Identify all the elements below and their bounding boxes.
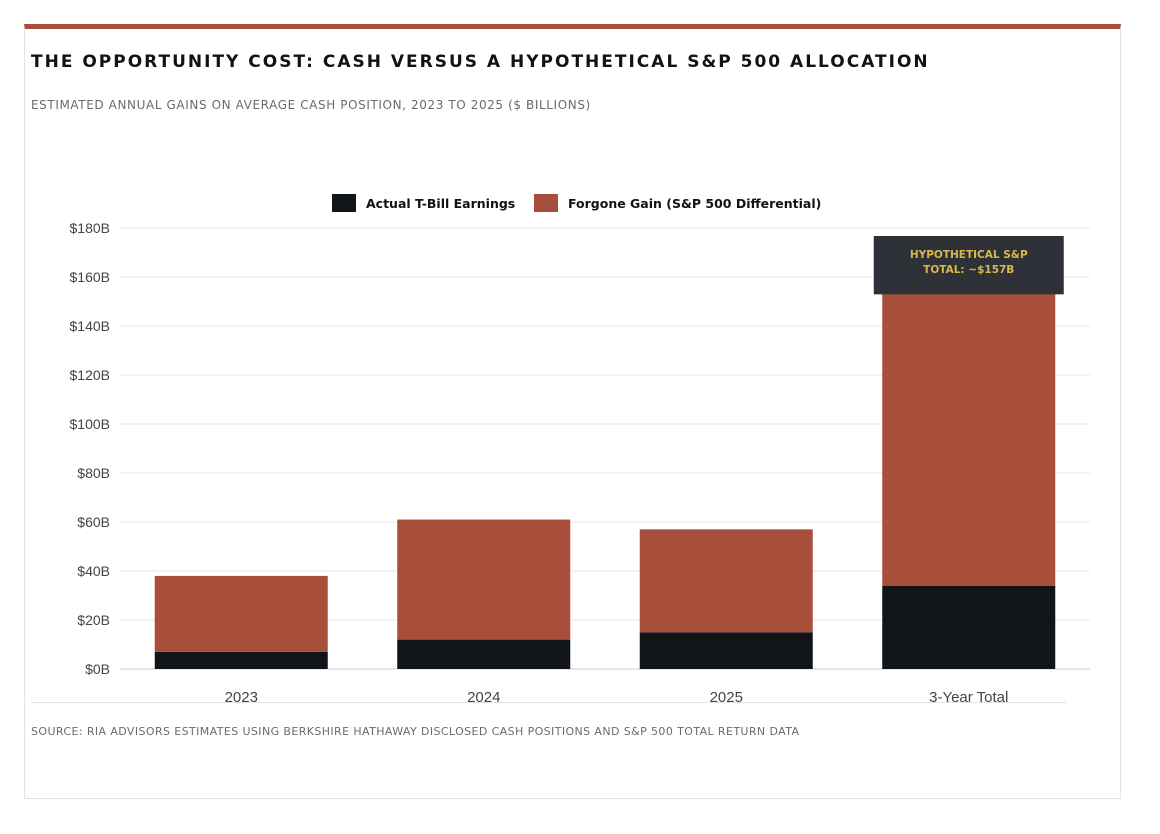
footer-divider: [31, 702, 1066, 703]
y-tick-label: $40B: [77, 563, 110, 579]
x-axis: 2023 2024 2025 3-Year Total: [225, 689, 1009, 706]
legend-swatch: [534, 194, 558, 212]
y-tick-label: $80B: [77, 465, 110, 481]
annotation-label: TOTAL: ~$157B: [923, 264, 1014, 276]
x-tick-label: 2023: [225, 689, 258, 706]
y-tick-label: $120B: [70, 367, 110, 383]
bar-forgone-0: [155, 576, 328, 652]
bar-forgone-3: [882, 284, 1055, 585]
bar-tbill-3: [882, 586, 1055, 669]
annotation: HYPOTHETICAL S&P TOTAL: ~$157B: [874, 236, 1064, 294]
x-tick-label: 2024: [467, 689, 500, 706]
bar-tbill-2: [640, 632, 813, 669]
legend-swatch: [332, 194, 356, 212]
bar-forgone-2: [640, 529, 813, 632]
bar-group: [155, 284, 1056, 669]
bar-tbill-0: [155, 652, 328, 669]
y-tick-label: $20B: [77, 612, 110, 628]
x-tick-label: 2025: [710, 689, 743, 706]
y-axis: $0B $20B $40B $60B $80B $100B $120B $140B $160B $…: [70, 220, 110, 677]
chart-legend: Actual T-Bill Earnings Forgone Gain (S&P …: [332, 194, 821, 212]
bar-tbill-1: [397, 640, 570, 669]
y-tick-label: $180B: [70, 220, 110, 236]
bar-forgone-1: [397, 520, 570, 640]
y-tick-label: $140B: [70, 318, 110, 334]
y-tick-label: $0B: [85, 661, 110, 677]
y-tick-label: $60B: [77, 514, 110, 530]
x-tick-label: 3-Year Total: [929, 689, 1008, 706]
legend-label: Actual T-Bill Earnings: [366, 196, 515, 211]
legend-label: Forgone Gain (S&P 500 Differential): [568, 196, 821, 211]
y-tick-label: $100B: [70, 416, 110, 432]
annotation-label: HYPOTHETICAL S&P: [910, 249, 1028, 261]
y-tick-label: $160B: [70, 269, 110, 285]
source-note: SOURCE: RIA ADVISORS ESTIMATES USING BER…: [31, 725, 799, 738]
